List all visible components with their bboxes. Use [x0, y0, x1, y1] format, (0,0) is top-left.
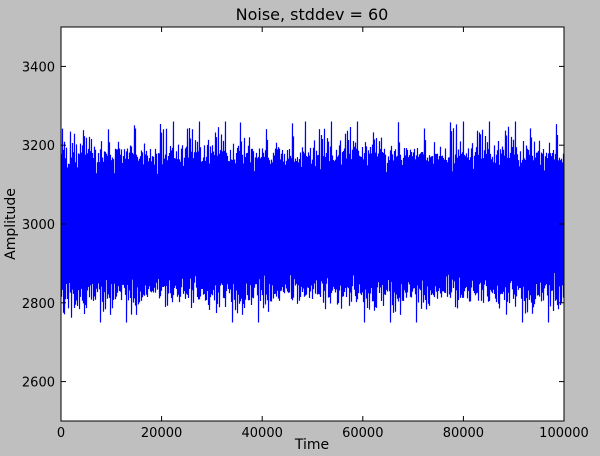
- x-tick-label: 80000: [443, 426, 484, 441]
- series-layer: [60, 121, 565, 323]
- y-tick-label: 3200: [22, 139, 55, 154]
- x-tick-label: 60000: [342, 426, 383, 441]
- x-tick-label: 0: [57, 426, 65, 441]
- y-tick-label: 2600: [22, 376, 55, 391]
- x-tick-label: 40000: [242, 426, 283, 441]
- x-axis-label: Time: [294, 437, 329, 453]
- x-tick-label: 20000: [141, 426, 182, 441]
- y-axis-label: Amplitude: [3, 188, 19, 260]
- ticks-layer: 0 20000 40000 60000 80000 100000 2600 2800 3000 3…: [22, 27, 589, 441]
- x-tick-label: 100000: [539, 426, 589, 441]
- y-tick-label: 3000: [22, 218, 55, 233]
- y-tick-label: 3400: [22, 60, 55, 75]
- chart-title: Noise, stddev = 60: [236, 5, 389, 24]
- y-tick-label: 2800: [22, 297, 55, 312]
- series-line-0: [60, 121, 565, 323]
